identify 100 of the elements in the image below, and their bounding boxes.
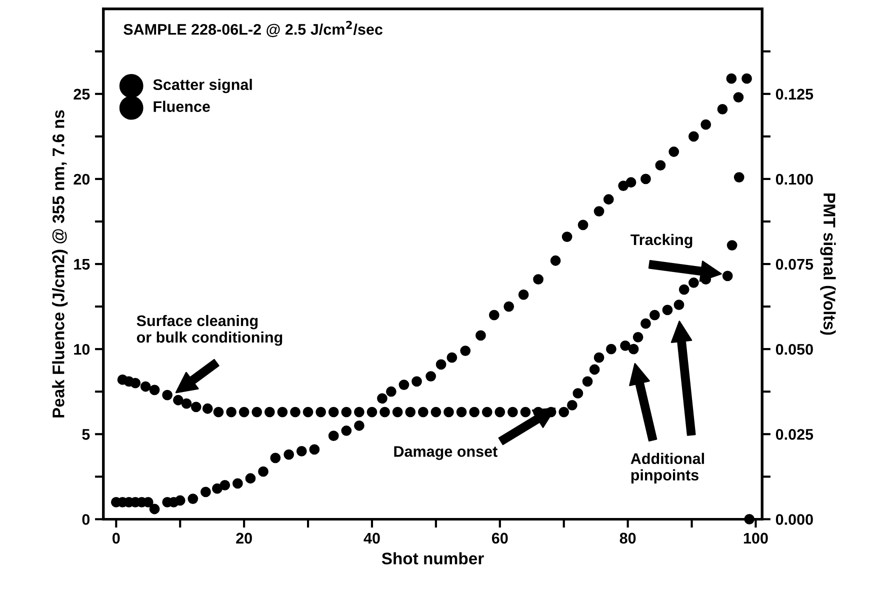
point <box>558 406 570 418</box>
y2-tick-label: 0.025 <box>776 429 814 440</box>
legend-label: Scatter signal <box>153 78 252 94</box>
point <box>341 406 352 418</box>
point <box>245 473 256 484</box>
point <box>130 378 141 388</box>
point <box>405 406 416 418</box>
point <box>232 478 243 489</box>
point <box>594 352 604 363</box>
point <box>398 380 410 390</box>
point <box>620 340 630 351</box>
point <box>726 73 737 84</box>
point <box>572 388 584 399</box>
point <box>181 398 192 409</box>
point <box>678 284 690 295</box>
annotation: Damage onset <box>394 446 498 460</box>
point <box>386 386 396 397</box>
point <box>640 318 651 329</box>
x-tick-label: 20 <box>236 532 252 544</box>
point <box>426 371 436 382</box>
point <box>309 444 320 455</box>
point <box>316 406 326 418</box>
point <box>284 449 294 460</box>
y2-tick-label: 0.125 <box>776 88 814 100</box>
point <box>200 486 211 498</box>
point <box>270 452 281 464</box>
point <box>533 274 544 285</box>
annotation: Surface cleaning or bulk conditioning <box>136 314 282 346</box>
point <box>328 430 339 442</box>
point <box>377 393 388 404</box>
point <box>520 406 531 418</box>
x-tick-label: 60 <box>492 532 508 544</box>
point <box>430 406 442 418</box>
point <box>460 346 471 356</box>
y-tick-label: 20 <box>74 174 90 185</box>
point <box>733 92 744 103</box>
point <box>174 495 186 506</box>
point <box>149 504 160 514</box>
annotation: Additional pinpoints <box>630 452 704 484</box>
point <box>296 446 307 456</box>
point <box>380 406 390 418</box>
point <box>700 119 712 130</box>
point <box>628 344 639 354</box>
point <box>488 310 500 320</box>
point <box>354 406 364 418</box>
point <box>412 376 422 387</box>
point <box>562 232 572 242</box>
point <box>494 406 506 418</box>
point <box>640 174 651 184</box>
point <box>668 146 680 157</box>
point <box>594 206 604 216</box>
point <box>328 406 339 418</box>
point <box>220 480 230 490</box>
point <box>688 278 699 288</box>
y-tick-label: 10 <box>74 344 90 355</box>
point <box>722 270 733 282</box>
point <box>578 220 588 230</box>
y2-tick-label: 0.075 <box>776 258 814 270</box>
point <box>354 420 364 431</box>
point <box>456 406 467 418</box>
legend-label: Fluence <box>154 100 210 112</box>
y-tick-label: 0 <box>82 514 90 525</box>
point <box>518 289 529 300</box>
y-tick-label: 5 <box>82 429 90 440</box>
point <box>649 310 660 320</box>
point <box>726 240 738 251</box>
point <box>550 255 561 266</box>
point <box>188 494 198 504</box>
point <box>482 406 492 418</box>
point <box>446 352 458 363</box>
point <box>202 403 213 414</box>
point <box>149 384 160 396</box>
y-axis-title: Peak Fluence (J/cm2) @ 355 nm, 7.6 ns <box>52 110 68 418</box>
point <box>277 406 288 418</box>
point <box>213 406 224 418</box>
point <box>546 406 556 418</box>
point <box>226 406 236 418</box>
point <box>212 483 222 494</box>
point <box>589 364 600 375</box>
point <box>606 344 616 354</box>
point <box>742 73 752 84</box>
point <box>341 426 352 436</box>
point <box>264 406 275 418</box>
x-tick-label: 80 <box>620 532 636 544</box>
x-axis-title: Shot number <box>382 552 484 564</box>
point <box>734 172 744 182</box>
point <box>504 301 514 312</box>
point <box>238 406 250 418</box>
point <box>688 131 699 142</box>
point <box>418 406 428 418</box>
point <box>469 406 480 418</box>
point <box>744 514 755 524</box>
point <box>655 160 666 171</box>
y2-axis-title: PMT signal (Volts) <box>820 194 836 335</box>
x-tick-label: 100 <box>744 532 768 544</box>
y2-tick-label: 0.100 <box>776 174 813 185</box>
point <box>162 390 173 400</box>
x-tick-label: 0 <box>112 532 120 544</box>
text: SAMPLE 228-06L-2 @ 2.5 J/cm$^{2}$/sec <box>124 20 383 38</box>
point <box>258 466 268 477</box>
